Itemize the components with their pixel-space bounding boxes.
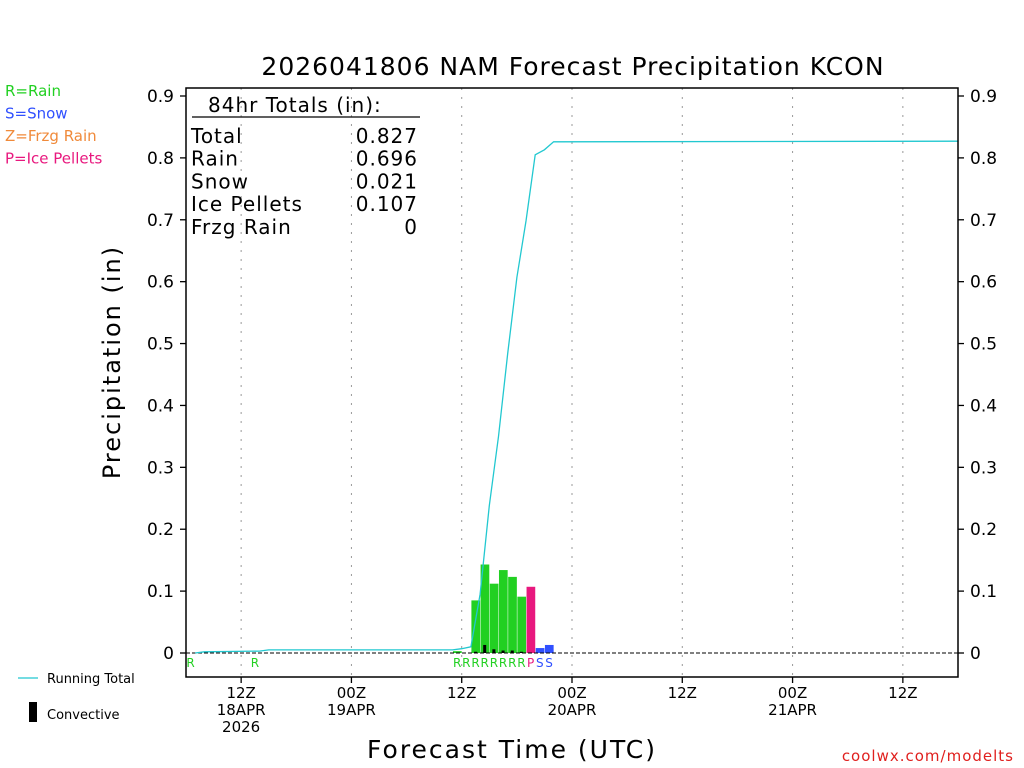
- totals-row-label: Ice Pellets: [191, 192, 303, 216]
- running-total-line: [195, 140, 959, 654]
- precip-bar: [508, 576, 517, 653]
- type-marker: R: [453, 656, 461, 670]
- convective-bar: [510, 650, 514, 653]
- convective-legend-swatch: [29, 702, 37, 722]
- totals-box: 84hr Totals (in): Total 0.827 Rain 0.696 Sno…: [190, 93, 420, 239]
- y-tick-label-right: 0.1: [970, 582, 997, 602]
- type-marker: R: [490, 656, 498, 670]
- totals-row-label: Frzg Rain: [191, 215, 292, 239]
- convective-bars: [474, 644, 523, 653]
- y-tick-label-right: 0: [970, 644, 981, 664]
- legend-entry: S=Snow: [5, 105, 68, 123]
- x-tick-label: 20APR: [548, 701, 597, 719]
- bars: [453, 564, 554, 653]
- type-marker: R: [508, 656, 516, 670]
- y-tick-label-right: 0.6: [970, 273, 997, 293]
- y-tick-label-right: 0.7: [970, 211, 997, 231]
- x-tick-label: 12Z: [668, 684, 697, 702]
- y-tick-label-left: 0.6: [147, 273, 174, 293]
- legend-entry: P=Ice Pellets: [5, 150, 102, 168]
- y-tick-label-right: 0.2: [970, 520, 997, 540]
- precip-bar: [544, 644, 554, 653]
- x-tick-label: 12Z: [226, 684, 255, 702]
- y-tick-label-right: 0.9: [970, 87, 997, 107]
- x-axis-label: Forecast Time (UTC): [367, 735, 657, 764]
- plot-frame: [185, 87, 959, 678]
- legend-entry: Z=Frzg Rain: [5, 127, 97, 145]
- y-axis-left: 0 0.1 0.2 0.3 0.4 0.5 0.6 0.7 0.8 0.9: [147, 87, 186, 664]
- totals-row-value: 0.021: [356, 169, 418, 193]
- y-tick-label-right: 0.5: [970, 335, 997, 355]
- type-marker: R: [481, 656, 489, 670]
- y-tick-label-left: 0.9: [147, 87, 174, 107]
- y-axis-right: 0 0.1 0.2 0.3 0.4 0.5 0.6 0.7 0.8 0.9: [958, 87, 997, 664]
- precip-bar: [480, 564, 490, 653]
- chart-title: 2026041806 NAM Forecast Precipitation KC…: [261, 52, 884, 81]
- type-marker: R: [471, 656, 479, 670]
- precip-bar: [517, 596, 527, 653]
- precip-bar: [453, 651, 462, 653]
- totals-row-value: 0: [404, 215, 418, 239]
- y-tick-label-right: 0.4: [970, 396, 997, 416]
- convective-bar: [483, 644, 487, 653]
- totals-row-label: Total: [190, 124, 243, 148]
- y-tick-label-left: 0.4: [147, 396, 174, 416]
- convective-legend-label: Convective: [47, 708, 120, 723]
- y-tick-label-left: 0.8: [147, 149, 174, 169]
- grid: [240, 88, 904, 677]
- convective-bar: [519, 651, 523, 653]
- convective-bar: [501, 650, 505, 653]
- totals-row-value: 0.827: [356, 124, 418, 148]
- precip-bar: [489, 583, 499, 653]
- running-total-legend-label: Running Total: [47, 672, 135, 687]
- y-tick-label-left: 0.3: [147, 458, 174, 478]
- x-tick-label: 00Z: [778, 684, 807, 702]
- x-tick-label: 18APR: [217, 701, 266, 719]
- y-tick-label-left: 0.5: [147, 335, 174, 355]
- type-marker: R: [462, 656, 470, 670]
- type-marker: S: [536, 656, 544, 670]
- y-tick-label-left: 0: [163, 644, 174, 664]
- precip-bar: [498, 570, 508, 653]
- legend-entry: R=Rain: [5, 82, 61, 100]
- precip-bar: [535, 648, 545, 653]
- x-tick-label: 19APR: [327, 701, 376, 719]
- precip-bar: [526, 586, 536, 653]
- x-tick-label: 12Z: [447, 684, 476, 702]
- type-marker: S: [545, 656, 553, 670]
- precip-type-legend: R=Rain S=Snow Z=Frzg Rain P=Ice Pellets: [5, 82, 102, 168]
- credit-text: coolwx.com/modelts: [842, 747, 1014, 765]
- x-tick-label: 2026: [222, 718, 260, 736]
- type-marker: R: [186, 656, 194, 670]
- totals-row-label: Snow: [191, 169, 249, 193]
- x-tick-label: 00Z: [337, 684, 366, 702]
- precip-bar: [471, 600, 481, 653]
- bottom-legend: Running Total Convective: [18, 672, 135, 723]
- totals-header: 84hr Totals (in):: [208, 93, 382, 117]
- y-tick-label-left: 0.7: [147, 211, 174, 231]
- totals-row-value: 0.696: [356, 147, 418, 171]
- type-marker: P: [527, 656, 534, 670]
- x-tick-label: 00Z: [557, 684, 586, 702]
- y-tick-label-right: 0.8: [970, 149, 997, 169]
- type-marker: R: [499, 656, 507, 670]
- x-tick-label: 21APR: [768, 701, 817, 719]
- type-marker: R: [251, 656, 259, 670]
- y-tick-label-left: 0.1: [147, 582, 174, 602]
- y-tick-label-left: 0.2: [147, 520, 174, 540]
- x-tick-label: 12Z: [888, 684, 917, 702]
- y-tick-label-right: 0.3: [970, 458, 997, 478]
- totals-row-value: 0.107: [356, 192, 418, 216]
- totals-row-label: Rain: [191, 147, 239, 171]
- convective-bar: [492, 649, 496, 653]
- convective-bar: [474, 651, 477, 653]
- y-axis-label: Precipitation (in): [98, 245, 126, 479]
- type-marker: R: [517, 656, 525, 670]
